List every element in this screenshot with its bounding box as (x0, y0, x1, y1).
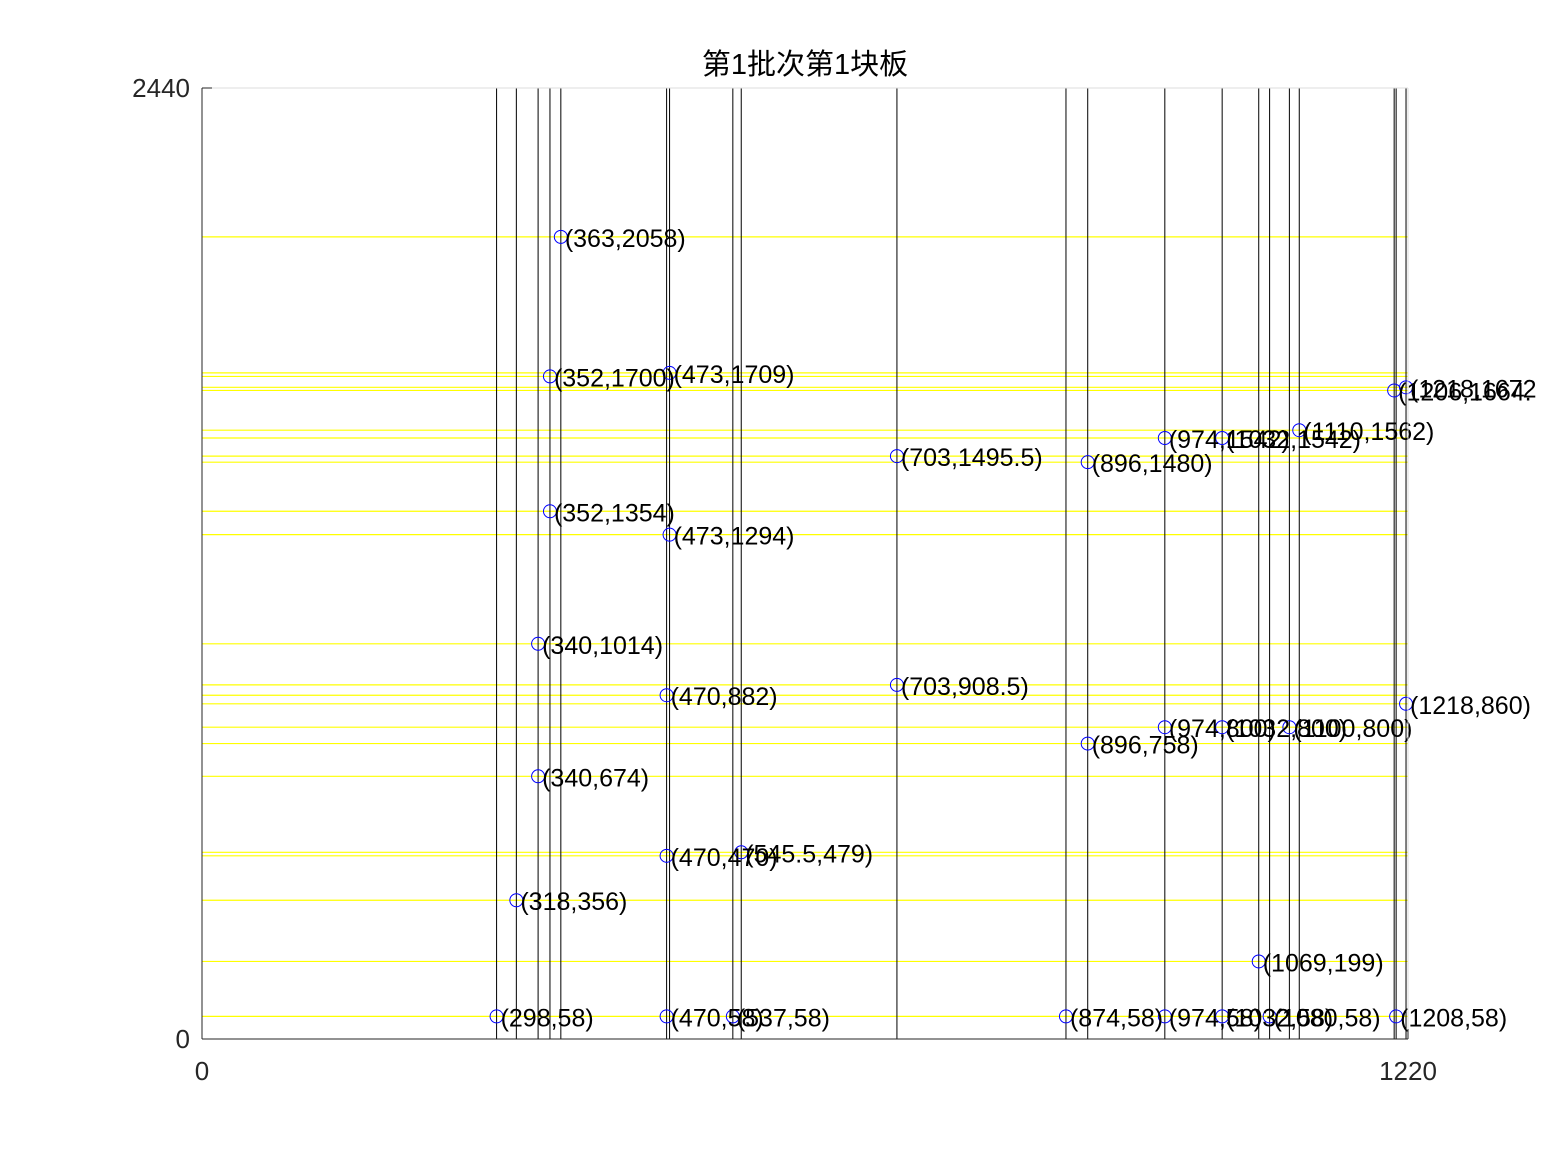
axes-background (202, 88, 1408, 1039)
data-point-marker (542, 504, 557, 519)
data-point-label: (470,882) (671, 683, 778, 711)
data-point-marker (1251, 954, 1266, 969)
chart-title: 第1批次第1块板 (702, 48, 908, 81)
axes-frame (201, 87, 1409, 1040)
data-point-marker (1387, 383, 1402, 398)
y-tick-label: 0 (176, 1024, 190, 1054)
data-point-label: (1032,58) (1226, 1004, 1333, 1032)
x-tick-label: 1220 (1379, 1056, 1437, 1086)
data-point-label: (340,674) (542, 764, 649, 792)
data-point-marker (1282, 720, 1297, 735)
data-point-marker (659, 688, 674, 703)
data-point-marker (1399, 696, 1414, 711)
data-point-label: (470,58) (671, 1004, 764, 1032)
data-point-label: (974,1542) (1169, 426, 1290, 454)
data-point-marker (531, 636, 546, 651)
data-point-label: (363,2058) (565, 225, 686, 253)
y-tick-label: 2440 (132, 73, 190, 103)
data-point-label: (703,1495.5) (901, 444, 1043, 472)
data-point-label: (473,1709) (674, 361, 795, 389)
data-point-marker (662, 365, 677, 380)
data-point-marker (725, 1009, 740, 1024)
data-point-marker (1157, 720, 1172, 735)
data-point-label: (1208,58) (1400, 1004, 1507, 1032)
data-point-marker (1262, 1009, 1277, 1024)
data-point-marker (734, 845, 749, 860)
data-point-marker (889, 449, 904, 464)
point-labels: (363,2058) (352,1700)(473,1709) (1218,1672… (501, 225, 1537, 1033)
data-point-label: (537,58) (737, 1004, 830, 1032)
x-tick-label: 0 (195, 1056, 209, 1086)
data-point-label: (1206,1664. (1398, 378, 1531, 406)
data-point-marker (889, 677, 904, 692)
data-point-label: (352,1354) (554, 499, 675, 527)
data-point-marker (553, 229, 568, 244)
data-point-label: (352,1700) (554, 364, 675, 392)
data-point-label: (1080,58) (1274, 1004, 1381, 1032)
data-point-marker (531, 769, 546, 784)
markers (489, 229, 1414, 1024)
data-point-marker (542, 369, 557, 384)
data-point-label: (974,58) (1169, 1004, 1262, 1032)
plot-area: (363,2058) (352,1700)(473,1709) (1218,1672… (202, 88, 1537, 1039)
data-point-marker (1389, 1009, 1404, 1024)
data-point-marker (659, 848, 674, 863)
data-point-marker (1080, 736, 1095, 751)
vertical-lines (496, 88, 1407, 1039)
data-point-label: (874,58) (1070, 1004, 1163, 1032)
data-point-marker (1058, 1009, 1073, 1024)
data-point-marker (1157, 430, 1172, 445)
data-point-label: (896,1480) (1092, 450, 1213, 478)
data-point-label: (896,758) (1092, 732, 1199, 760)
data-point-label: (1218,1672 (1410, 375, 1537, 403)
data-point-label: (703,908.5) (901, 673, 1029, 701)
data-point-marker (659, 1009, 674, 1024)
data-point-marker (509, 893, 524, 908)
data-point-marker (662, 527, 677, 542)
data-point-label: (1069,199) (1263, 949, 1384, 977)
data-point-label: (1218,860) (1410, 692, 1531, 720)
data-point-marker (1157, 1009, 1172, 1024)
data-point-label: (298,58) (501, 1004, 594, 1032)
data-point-label: (545.5,479) (745, 840, 873, 868)
data-point-label: (473,1294) (674, 523, 795, 551)
data-point-label: (1110,1562) (1303, 418, 1434, 446)
data-point-label: (340,1014) (542, 632, 663, 660)
data-point-marker (489, 1009, 504, 1024)
data-point-marker (1080, 455, 1095, 470)
data-point-label: (1100,800) (1293, 715, 1412, 743)
data-point-label: (1032,800) (1226, 715, 1347, 743)
horizontal-lines (202, 236, 1408, 1017)
data-point-label: (470,470) (671, 844, 778, 872)
data-point-marker (1215, 430, 1230, 445)
data-point-marker (1292, 423, 1307, 438)
data-point-marker (1215, 720, 1230, 735)
data-point-marker (1215, 1009, 1230, 1024)
data-point-label: (1032,1542) (1226, 426, 1361, 454)
axis-ticks: 0 1220 0 2440 (132, 73, 1437, 1086)
data-point-label: (318,356) (520, 888, 627, 916)
data-point-label: (974,800) (1169, 715, 1276, 743)
